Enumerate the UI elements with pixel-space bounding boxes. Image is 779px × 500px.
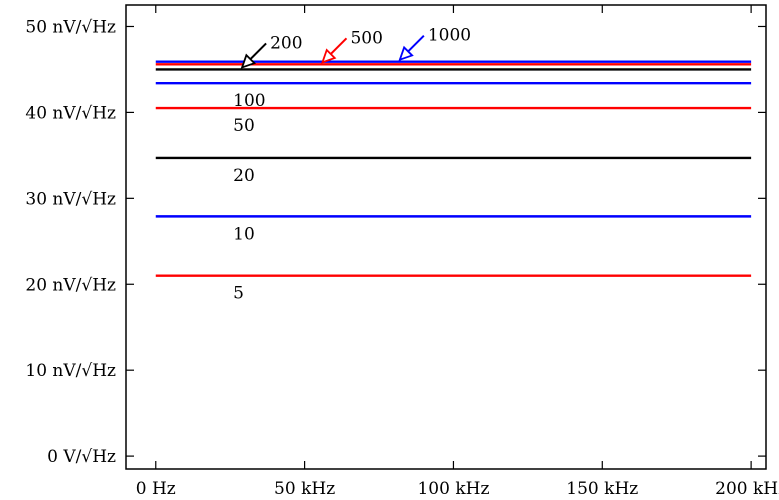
y-tick-label: 30 nV/√Hz [25,189,116,209]
x-tick-label: 50 kHz [274,479,335,499]
tick-layer: 0 Hz 50 kHz 100 kHz 150 kHz 200 kHz 0 V/√Hz 10… [25,5,779,499]
x-tick-label: 200 kHz [715,479,779,499]
plot-frame [125,4,767,470]
series-layer [155,60,752,277]
series-label-50: 50 [233,116,255,136]
series-label-1000: 1000 [428,26,471,46]
arrow-head-500 [321,48,337,64]
y-tick-label: 40 nV/√Hz [25,103,116,123]
series-label-5: 5 [233,284,244,304]
annotation-layer: 5 10 20 50 100 200 500 1000 [233,26,471,304]
series-label-10: 10 [233,224,255,244]
series-label-500: 500 [350,28,382,48]
y-tick-label: 50 nV/√Hz [25,17,116,37]
arrow-head-1000 [398,45,414,62]
series-label-200: 200 [270,33,302,53]
x-tick-label: 0 Hz [136,479,176,499]
series-label-20: 20 [233,166,255,186]
y-tick-label: 0 V/√Hz [47,447,116,467]
series-label-100: 100 [233,91,265,111]
arrow-head-200 [240,53,257,69]
y-tick-label: 10 nV/√Hz [25,361,116,381]
y-tick-label: 20 nV/√Hz [25,275,116,295]
x-tick-label: 100 kHz [417,479,489,499]
x-tick-label: 150 kHz [566,479,638,499]
